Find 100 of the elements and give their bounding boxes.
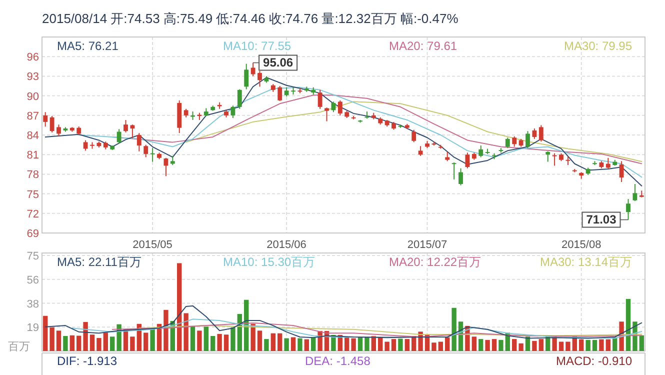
bar <box>404 339 410 351</box>
text: MA20: 12.22百万 <box>389 255 482 269</box>
bar <box>626 298 631 351</box>
candlestick <box>43 112 48 128</box>
x-tick-label: 2015/08 <box>561 239 602 251</box>
bar <box>144 332 148 351</box>
bar <box>432 342 436 351</box>
candlestick <box>130 124 135 139</box>
bar <box>130 336 135 351</box>
candlestick <box>284 86 289 97</box>
bar <box>70 335 74 351</box>
bar <box>579 339 584 351</box>
bar <box>177 263 182 351</box>
bar <box>358 336 363 351</box>
line-series <box>78 86 642 178</box>
candlestick <box>412 129 416 143</box>
bar <box>606 339 610 351</box>
candlestick <box>258 70 262 88</box>
bar <box>592 340 598 351</box>
candlestick <box>50 116 54 133</box>
y-axis-title: 百万 <box>8 341 30 353</box>
line-series <box>138 325 642 336</box>
candlestick <box>116 128 122 144</box>
bar <box>498 340 504 351</box>
bar <box>278 333 282 351</box>
bar <box>197 330 202 351</box>
candlestick <box>458 168 463 186</box>
bar <box>224 334 229 351</box>
candlestick <box>124 119 128 133</box>
line-series <box>72 318 642 339</box>
y-tick-label: 84 <box>26 130 39 142</box>
text: MA20: 79.61 <box>389 39 458 53</box>
bar <box>204 326 208 351</box>
y-tick-label: 56 <box>26 274 39 286</box>
bar <box>492 339 497 351</box>
candlestick <box>56 124 61 137</box>
line-series <box>186 101 642 162</box>
y-tick-label: 72 <box>26 208 39 220</box>
candlestick <box>552 152 557 166</box>
bar <box>250 324 256 351</box>
bar <box>184 313 188 351</box>
candlestick <box>465 152 470 169</box>
text: MA5: 76.21 <box>57 39 119 53</box>
y-tick-label: 38 <box>26 298 39 310</box>
bar <box>586 340 590 351</box>
bar <box>83 322 88 351</box>
bar <box>538 339 544 351</box>
y-tick-label: 93 <box>26 71 39 84</box>
y-tick-label: 87 <box>26 110 39 122</box>
y-tick-label: 69 <box>26 228 39 240</box>
bar <box>257 330 262 351</box>
bar <box>150 329 155 351</box>
bar <box>525 336 530 351</box>
x-tick-label: 2015/06 <box>266 239 306 251</box>
bar <box>478 339 484 351</box>
candlestick <box>532 128 537 140</box>
candlestick <box>83 140 88 152</box>
bar <box>485 340 490 351</box>
y-tick-label: 75 <box>26 250 39 263</box>
annotation: 95.06 <box>263 56 294 70</box>
text: MA30: 13.14百万 <box>540 255 632 269</box>
candlestick <box>250 62 256 77</box>
candlestick <box>452 162 456 180</box>
bar <box>63 336 68 351</box>
bar <box>190 326 196 351</box>
candlestick <box>331 101 336 113</box>
candlestick <box>626 198 630 220</box>
candlestick <box>170 155 175 166</box>
bar <box>164 310 168 351</box>
y-tick-label: 96 <box>26 52 39 64</box>
bar <box>398 338 403 351</box>
bar <box>445 337 450 351</box>
bar <box>639 335 644 351</box>
bar <box>50 327 54 351</box>
candlestick <box>445 151 450 162</box>
candlestick <box>478 144 484 158</box>
text: DIF: -1.913 <box>57 354 118 368</box>
bar <box>378 337 383 351</box>
candlestick <box>632 184 638 202</box>
y-tick-label: 90 <box>26 90 39 103</box>
bar <box>210 336 216 351</box>
candlestick <box>512 136 517 148</box>
candlestick <box>318 89 322 110</box>
candlestick <box>418 146 423 156</box>
bar <box>217 334 222 351</box>
text: MACD: -0.910 <box>556 354 632 368</box>
bar <box>56 330 62 351</box>
bar <box>384 342 390 351</box>
x-tick-label: 2015/07 <box>407 239 448 251</box>
bar <box>290 337 296 351</box>
bar <box>230 327 236 351</box>
annotation: 71.03 <box>586 212 617 227</box>
candlestick <box>150 148 155 162</box>
bar <box>391 339 396 351</box>
bar <box>566 342 570 351</box>
candlestick <box>136 132 142 152</box>
bar <box>599 339 604 351</box>
bar <box>304 339 309 351</box>
bar <box>364 336 370 351</box>
bar <box>90 334 95 351</box>
